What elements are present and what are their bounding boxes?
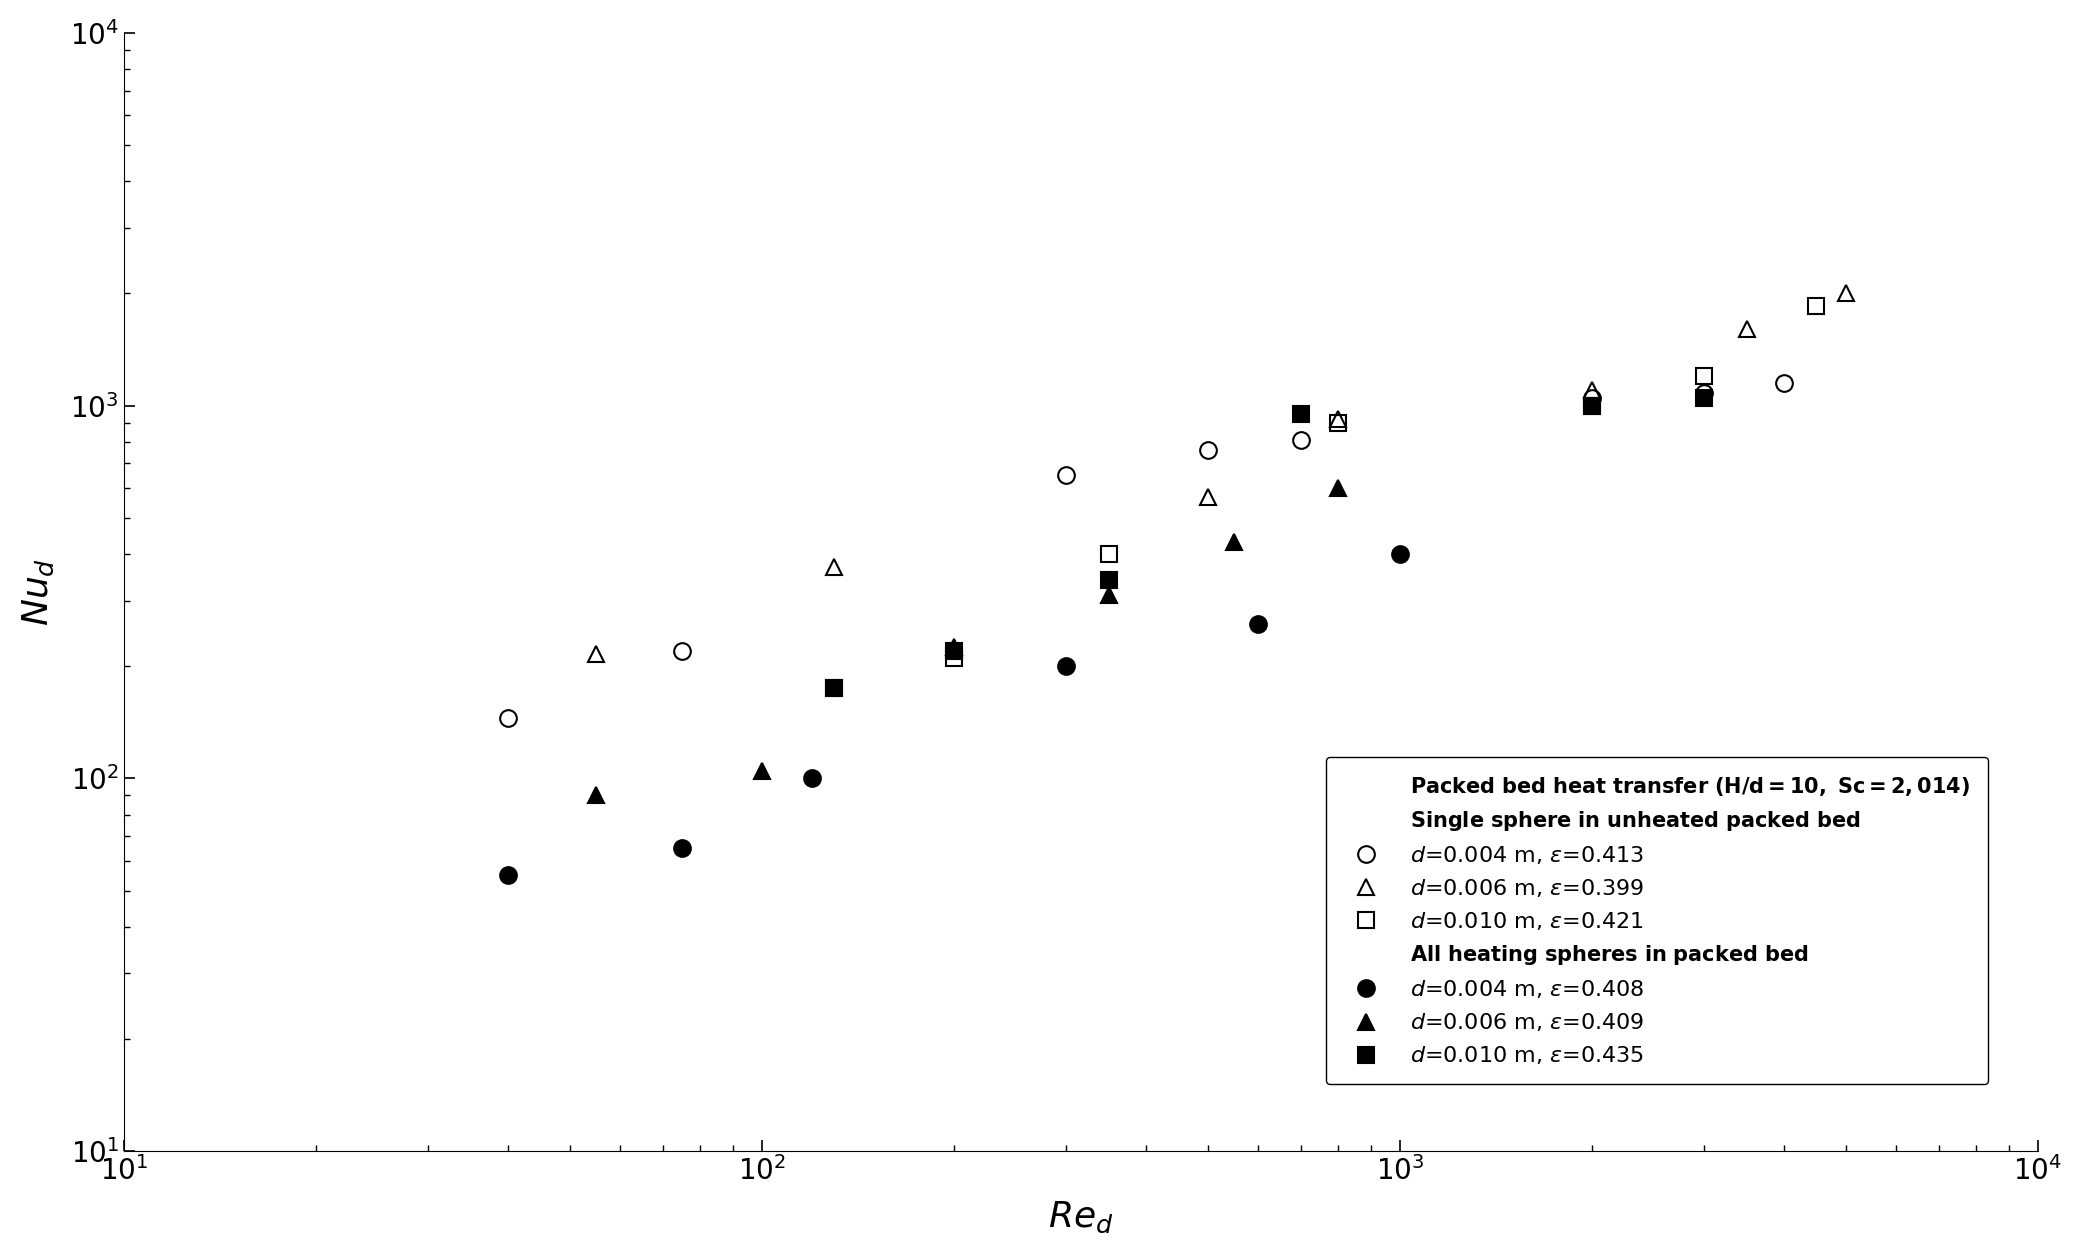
Legend: $\bf{Packed\ bed\ heat\ transfer\ (}$$\mathbf{H/d}$$\bf{=10,\ }$$\mathbf{Sc}$$\b: $\bf{Packed\ bed\ heat\ transfer\ (}$$\m… [1327, 756, 1989, 1084]
Y-axis label: $Nu_d$: $Nu_d$ [21, 558, 56, 625]
X-axis label: $Re_d$: $Re_d$ [1048, 1199, 1114, 1235]
